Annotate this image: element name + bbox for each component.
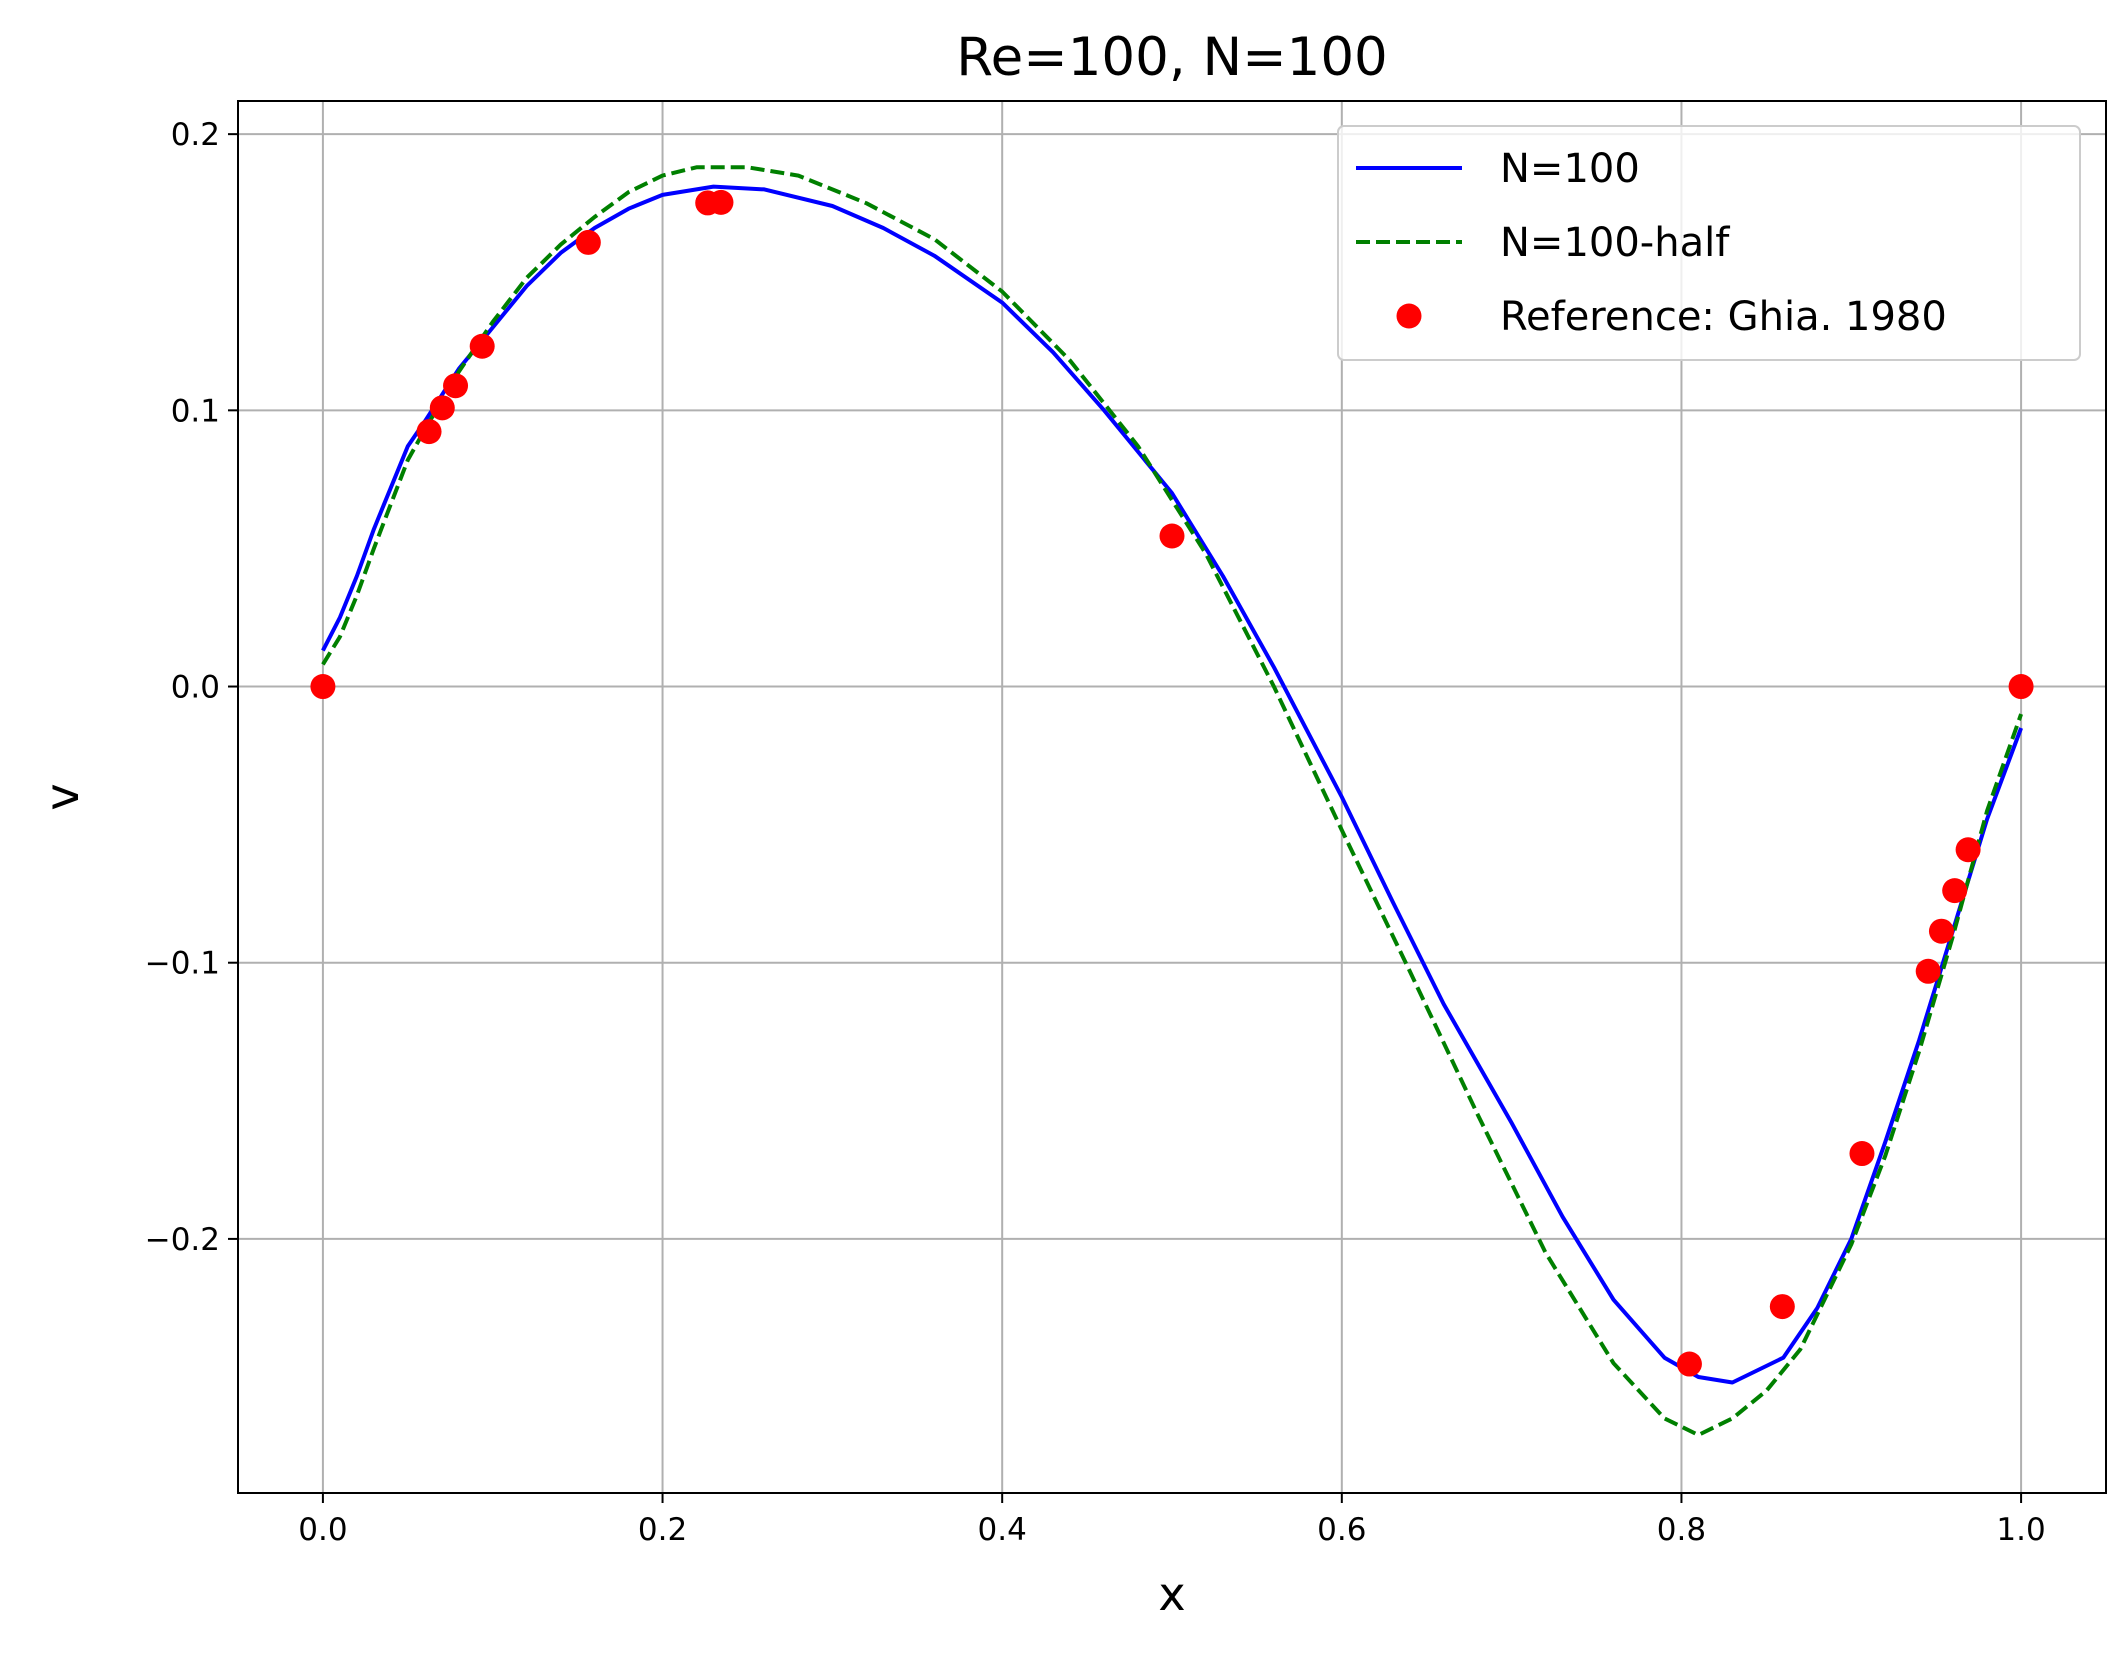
plot-frame <box>237 100 2107 1494</box>
legend: N=100 N=100-half Reference: Ghia. 1980 <box>1337 125 2081 361</box>
axis-ticks: 0.0 0.2 0.4 0.6 0.8 1.0 −0.2 −0.1 0.0 0.1 0.2 <box>145 117 2046 1548</box>
legend-label: Reference: Ghia. 1980 <box>1500 294 1947 340</box>
x-axis-label: x <box>1158 1567 1185 1621</box>
chart-title: Re=100, N=100 <box>956 27 1388 88</box>
reference-point <box>1915 958 1941 984</box>
reference-point <box>1676 1351 1702 1377</box>
reference-point <box>429 395 455 421</box>
plot-series <box>310 165 2034 1437</box>
reference-point <box>416 419 442 445</box>
legend-label: N=100 <box>1500 146 1640 192</box>
x-tick-label: 1.0 <box>1996 1512 2045 1548</box>
x-tick-label: 0.0 <box>298 1512 347 1548</box>
reference-point <box>575 229 601 255</box>
x-tick-label: 0.6 <box>1317 1512 1366 1548</box>
y-tick-label: −0.2 <box>145 1222 220 1258</box>
reference-point <box>1159 523 1185 549</box>
reference-point <box>708 189 734 215</box>
reference-point <box>443 373 469 399</box>
x-tick-label: 0.2 <box>638 1512 687 1548</box>
y-tick-label: 0.2 <box>171 117 220 153</box>
x-tick-label: 0.4 <box>978 1512 1027 1548</box>
y-axis-label: v <box>35 783 89 810</box>
reference-point <box>1849 1141 1875 1167</box>
y-tick-label: −0.1 <box>145 946 220 982</box>
legend-marker <box>1396 303 1422 329</box>
x-tick-label: 0.8 <box>1657 1512 1706 1548</box>
reference-point <box>1955 837 1981 863</box>
reference-point <box>310 674 336 700</box>
reference-point <box>2008 674 2034 700</box>
legend-box <box>1337 125 2081 361</box>
y-tick-label: 0.0 <box>171 670 220 706</box>
y-tick-label: 0.1 <box>171 393 220 429</box>
reference-point <box>469 333 495 359</box>
reference-point <box>1928 918 1954 944</box>
legend-label: N=100-half <box>1500 220 1730 266</box>
reference-point <box>1769 1294 1795 1320</box>
reference-point <box>1942 878 1968 904</box>
